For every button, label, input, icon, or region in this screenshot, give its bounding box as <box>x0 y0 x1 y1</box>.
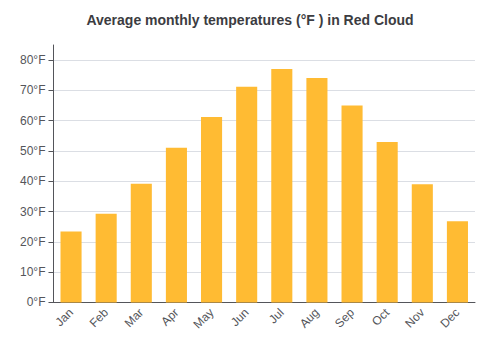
svg-text:Jul: Jul <box>266 306 287 327</box>
svg-text:50°F: 50°F <box>20 144 45 158</box>
svg-text:0°F: 0°F <box>27 295 46 309</box>
svg-text:40°F: 40°F <box>20 174 45 188</box>
svg-text:Feb: Feb <box>87 305 112 330</box>
svg-text:Jan: Jan <box>52 306 76 330</box>
svg-text:Average monthly temperatures (: Average monthly temperatures (°F ) in Re… <box>86 12 413 28</box>
svg-text:Nov: Nov <box>402 306 427 331</box>
svg-text:Jun: Jun <box>228 306 252 330</box>
svg-text:60°F: 60°F <box>20 114 45 128</box>
svg-text:Sep: Sep <box>332 305 357 330</box>
svg-text:70°F: 70°F <box>20 83 45 97</box>
svg-text:May: May <box>191 306 217 332</box>
svg-text:Mar: Mar <box>122 306 147 330</box>
svg-text:30°F: 30°F <box>20 205 45 219</box>
svg-text:Dec: Dec <box>437 306 462 331</box>
svg-text:80°F: 80°F <box>20 53 45 67</box>
svg-text:Oct: Oct <box>369 305 393 329</box>
svg-text:Apr: Apr <box>158 306 181 329</box>
svg-text:10°F: 10°F <box>20 265 45 279</box>
svg-text:Aug: Aug <box>297 306 322 331</box>
svg-text:20°F: 20°F <box>20 235 45 249</box>
